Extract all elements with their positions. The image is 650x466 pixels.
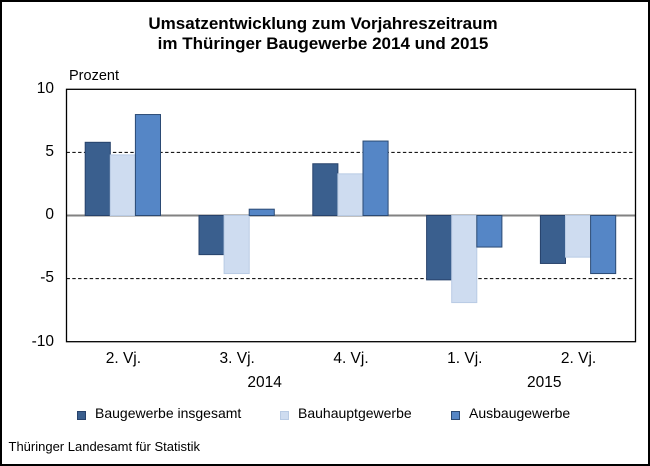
- bar-baugewerbe-insgesamt-group4: [426, 215, 453, 281]
- chart-title-line2: im Thüringer Baugewerbe 2014 und 2015: [157, 33, 489, 53]
- x-tick-label-3: 4. Vj.: [333, 350, 369, 368]
- chart-title: Umsatzentwicklung zum Vorjahreszeitraum …: [0, 14, 646, 55]
- y-tick-label--5: -5: [40, 269, 54, 287]
- bar-baugewerbe-insgesamt-group3: [312, 163, 339, 216]
- bar-baugewerbe-insgesamt-group2: [198, 215, 225, 256]
- plot-border-layer: [65, 88, 637, 343]
- bar-ausbaugewerbe-group4: [476, 215, 503, 248]
- legend-label-ausbaugewerbe: Ausbaugewerbe: [469, 404, 571, 421]
- x-tick-label-5: 2. Vj.: [560, 350, 597, 368]
- bar-ausbaugewerbe-group2: [248, 208, 275, 217]
- bar-bauhauptgewerbe-group3: [337, 173, 364, 217]
- bar-baugewerbe-insgesamt-group1: [84, 141, 111, 216]
- bar-bauhauptgewerbe-group5: [565, 215, 592, 258]
- y-axis-unit-label: Prozent: [69, 68, 119, 85]
- bar-ausbaugewerbe-group3: [362, 140, 389, 217]
- y-tick-label-10: 10: [36, 80, 54, 98]
- bar-bauhauptgewerbe-group4: [451, 215, 478, 304]
- legend-label-baugewerbe-insgesamt: Baugewerbe insgesamt: [95, 404, 242, 421]
- y-tick-label-0: 0: [45, 206, 54, 224]
- bar-bauhauptgewerbe-group1: [109, 154, 136, 216]
- y-tick-label-5: 5: [45, 143, 54, 161]
- bar-ausbaugewerbe-group5: [590, 215, 617, 275]
- y-tick-label--10: -10: [31, 332, 54, 350]
- bar-ausbaugewerbe-group1: [134, 114, 161, 216]
- source-attribution: Thüringer Landesamt für Statistik: [8, 438, 200, 454]
- year-label-2014: 2014: [247, 374, 282, 392]
- legend-swatch-baugewerbe-insgesamt: [77, 411, 86, 421]
- bar-baugewerbe-insgesamt-group5: [539, 215, 567, 264]
- x-tick-label-4: 1. Vj.: [447, 350, 483, 368]
- legend-label-bauhauptgewerbe: Bauhauptgewerbe: [298, 404, 412, 421]
- bar-bauhauptgewerbe-group2: [223, 215, 250, 275]
- year-label-2015: 2015: [527, 374, 562, 392]
- chart-title-line1: Umsatzentwicklung zum Vorjahreszeitraum: [148, 13, 498, 33]
- x-tick-label-2: 3. Vj.: [219, 350, 255, 368]
- bars-layer: [84, 114, 617, 304]
- x-tick-label-1: 2. Vj.: [105, 350, 142, 368]
- plot-border: [65, 88, 637, 343]
- legend-swatch-ausbaugewerbe: [451, 411, 460, 421]
- legend-swatch-bauhauptgewerbe: [280, 411, 289, 421]
